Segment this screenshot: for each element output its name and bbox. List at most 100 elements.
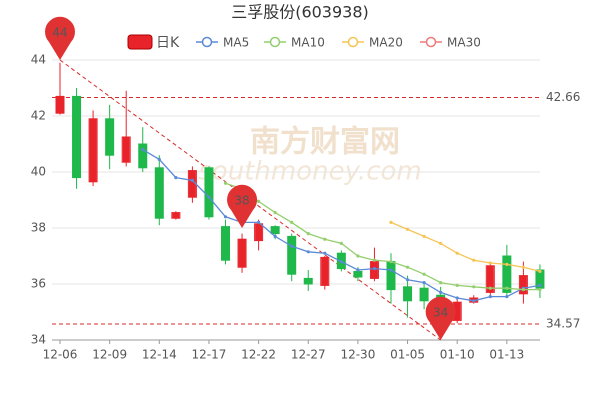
candle-body [303,277,313,285]
candle-body [353,270,363,278]
x-tick-label: 01-05 [390,348,425,362]
ma-point [422,234,426,238]
ma-point [538,269,542,273]
candle-body [403,286,413,302]
y-tick-label: 34 [31,333,46,347]
x-tick-label: 12-27 [291,348,326,362]
candle-body [72,95,82,179]
ma-point [455,296,459,300]
x-tick-label: 01-13 [489,348,524,362]
candle-fill [486,265,494,293]
ma-point [389,220,393,224]
candle-body [138,143,148,169]
ma-point [538,288,542,292]
ma-point [174,176,178,180]
candle-fill [188,170,196,198]
y-tick-label: 44 [31,53,46,67]
candle-body [419,287,429,302]
ma-point [439,290,443,294]
ma-line [225,182,540,291]
pin-label: 38 [234,194,249,208]
x-tick-label: 12-30 [340,348,375,362]
ma-point [273,234,277,238]
candle-fill [519,275,527,294]
ma-point [207,195,211,199]
ma-point [339,241,343,245]
ma-point [306,232,310,236]
ma-point [472,299,476,303]
ma-point [323,237,327,241]
ma-point [521,265,526,269]
candle-fill [238,239,246,268]
x-tick-label: 12-22 [241,348,276,362]
ma-point [190,178,194,182]
legend-icon [127,34,153,50]
candle-fill [321,257,329,286]
ma-point [505,262,509,266]
pin-label: 44 [52,26,67,40]
pin-label: 34 [433,306,448,320]
y-tick-label: 42 [31,109,46,123]
ma-point [223,181,228,185]
x-tick-label: 12-09 [92,348,127,362]
candle-body [502,255,512,293]
pin [227,184,258,228]
ma-point [439,241,443,245]
legend-label: MA30 [447,36,481,50]
ma-point [356,254,360,258]
ma-point [257,220,261,224]
legend-dot [347,36,359,48]
ma-point [488,261,492,265]
ma-point [141,148,145,152]
x-tick-label: 12-14 [142,348,177,362]
ma-point [306,250,310,254]
ma-point [422,281,426,285]
ma-point [505,295,509,299]
legend-dot [425,36,437,48]
legend-label: 日K [156,35,180,51]
ma-point [521,288,526,292]
ma-point [472,285,476,289]
ma-point [257,199,261,203]
ma-point [405,227,410,231]
legend-dot [269,36,281,48]
x-tick-label: 12-17 [192,348,227,362]
reference-label: 34.57 [546,317,580,331]
candle-body [386,261,396,291]
pin [45,16,75,60]
legend-label: MA10 [291,36,325,50]
candle-fill [89,118,97,182]
y-tick-label: 38 [31,221,46,235]
candle-body [154,167,164,219]
ma-point [488,295,492,299]
candle-fill [453,302,461,321]
ma-point [223,215,228,219]
x-tick-label: 12-06 [43,348,78,362]
ma-line [390,221,541,273]
ma-point [405,278,410,282]
legend-label: MA20 [369,36,403,50]
ma-point [488,286,492,290]
y-tick-label: 40 [31,165,46,179]
pin [425,296,456,340]
watermark: 南方财富网 [250,125,400,160]
candle-body [221,226,230,261]
ma-point [323,251,327,255]
candle-fill [56,96,64,114]
ma-point [389,260,393,264]
candle-fill [255,223,263,241]
candle-fill [172,212,180,219]
ma-point [372,267,377,271]
trend-link [59,59,441,341]
reference-label: 42.66 [546,90,580,104]
ma-point [505,286,509,290]
ma-point [422,272,426,276]
ma-point [290,220,294,224]
ma-point [356,268,360,272]
candle-fill [122,137,130,163]
legend-dot [201,36,213,48]
ma-point [455,251,459,255]
ma-point [273,211,277,215]
candle-body [105,118,115,156]
